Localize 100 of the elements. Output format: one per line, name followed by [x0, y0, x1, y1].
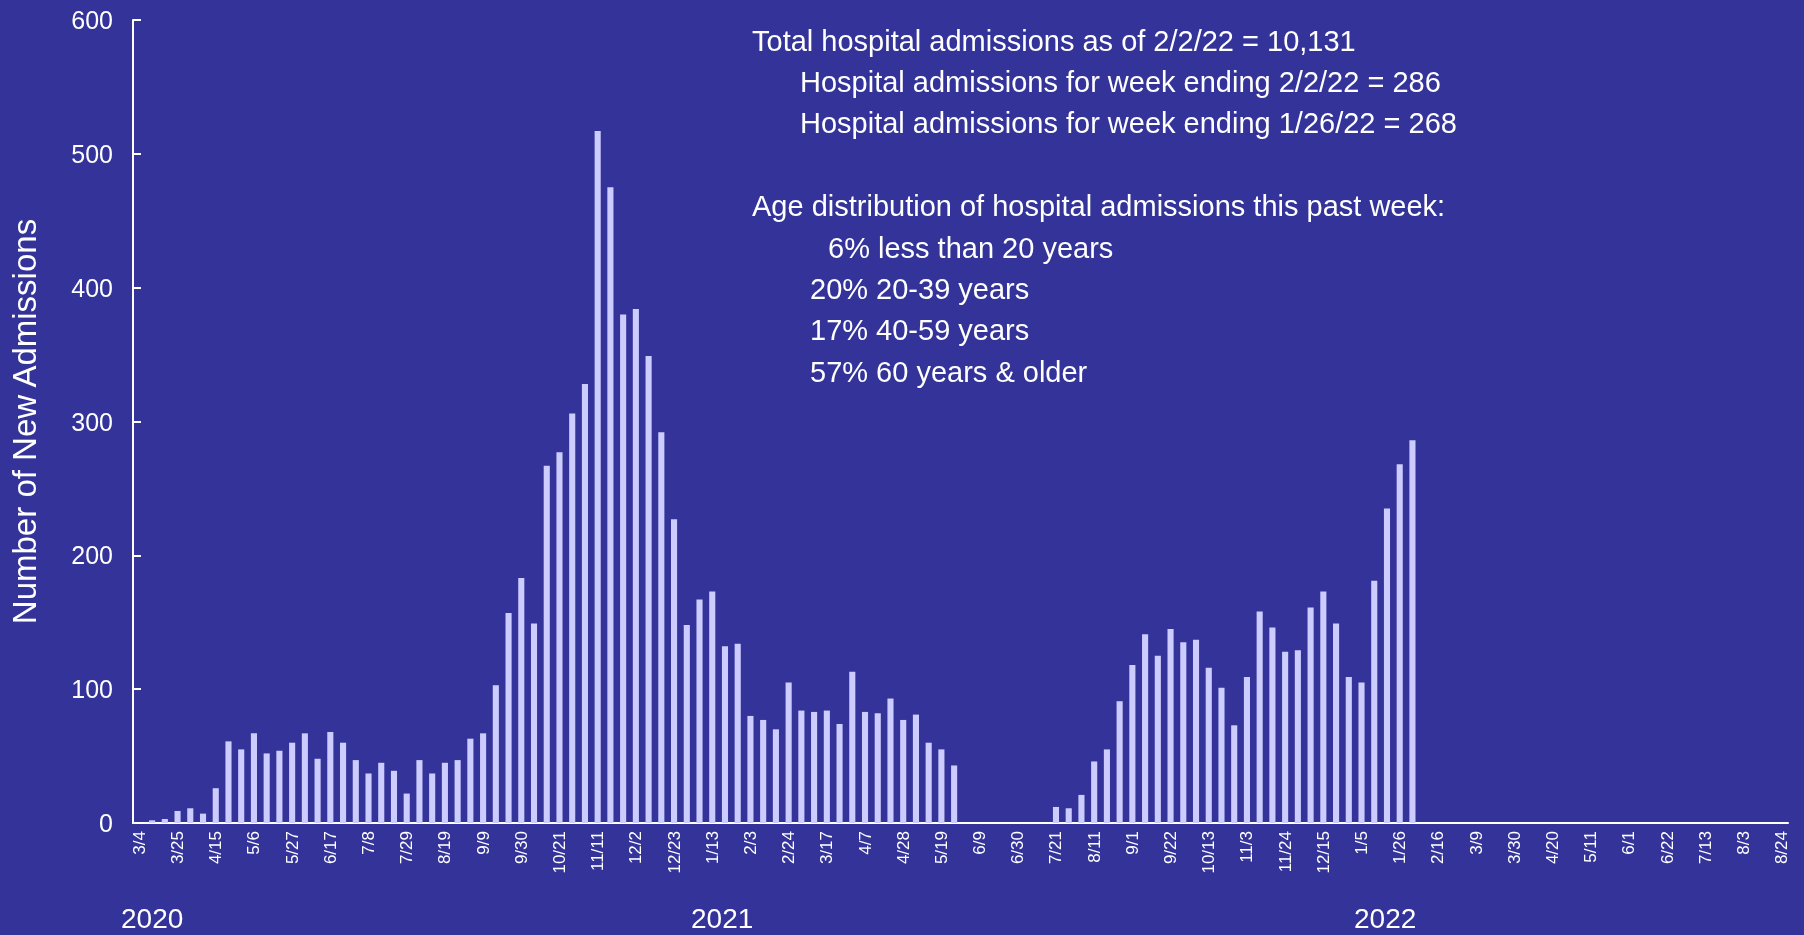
- bar: [1320, 591, 1327, 823]
- bar: [849, 671, 856, 823]
- bar: [1396, 464, 1403, 823]
- bar: [938, 749, 945, 823]
- x-tick-label: 12/23: [664, 831, 684, 874]
- bar: [543, 465, 550, 823]
- bar: [1358, 682, 1365, 823]
- bar: [1091, 761, 1098, 823]
- bar: [467, 738, 474, 823]
- bar: [887, 698, 894, 823]
- bar: [811, 711, 818, 823]
- bar: [174, 810, 181, 823]
- x-tick-label: 10/21: [549, 831, 569, 874]
- bar: [429, 773, 436, 823]
- bar: [607, 187, 614, 823]
- bar: [212, 788, 219, 823]
- y-tick-label: 500: [71, 139, 113, 168]
- bar: [1282, 651, 1289, 823]
- x-tick-label: 9/1: [1122, 831, 1142, 855]
- bar: [1371, 580, 1378, 823]
- y-tick-label: 600: [71, 6, 113, 34]
- annotation: Hospital admissions for week ending 2/2/22 = 286: [800, 65, 1441, 98]
- bar: [556, 452, 563, 823]
- x-tick-label: 2/16: [1428, 831, 1448, 865]
- annotation: 20% 20-39 years: [810, 272, 1030, 305]
- bar: [823, 710, 830, 823]
- x-tick-label: 3/30: [1504, 831, 1524, 865]
- x-tick-label: 8/11: [1084, 831, 1104, 863]
- bar: [671, 519, 678, 823]
- bar: [1205, 667, 1212, 823]
- bar: [798, 710, 805, 823]
- bar: [1103, 749, 1110, 823]
- text: 2021: [691, 902, 754, 934]
- bar: [721, 646, 729, 823]
- x-tick-label: 5/11: [1581, 831, 1601, 863]
- bar: [1167, 628, 1174, 823]
- y-axis-title: Number of New Admissions: [6, 218, 43, 625]
- bar: [1116, 701, 1123, 823]
- bar: [1231, 725, 1238, 823]
- bar: [861, 711, 869, 823]
- bar: [187, 808, 194, 823]
- x-tick-label: 3/9: [1466, 831, 1486, 855]
- bar: [263, 753, 270, 823]
- x-tick-label: 3/17: [817, 831, 837, 865]
- bar: [238, 749, 245, 823]
- x-tick-label: 8/19: [435, 831, 455, 865]
- x-tick-label: 11/3: [1237, 831, 1257, 863]
- bar: [696, 599, 703, 823]
- bar: [378, 762, 385, 823]
- x-tick-label: 4/28: [893, 831, 913, 865]
- x-tick-label: 7/21: [1046, 831, 1066, 865]
- x-tick-label: 3/25: [168, 831, 188, 865]
- x-tick-label: 11/11: [588, 831, 608, 872]
- x-tick-label: 10/13: [1199, 831, 1219, 874]
- bar: [683, 624, 690, 823]
- bar: [276, 750, 283, 823]
- x-tick-label: 11/24: [1275, 831, 1295, 873]
- x-tick-label: 9/30: [511, 831, 531, 865]
- x-tick-label: 5/27: [282, 831, 302, 865]
- bar: [1243, 677, 1250, 823]
- y-tick-label: 0: [99, 809, 113, 837]
- bar: [1333, 623, 1340, 823]
- x-tick-label: 5/19: [931, 831, 951, 865]
- x-tick-label: 9/9: [473, 831, 493, 855]
- x-tick-label: 12/15: [1313, 831, 1333, 874]
- bar: [734, 643, 741, 823]
- annotation: Total hospital admissions as of 2/2/22 = 10,131: [752, 24, 1356, 57]
- bar: [785, 682, 792, 823]
- text: 2022: [1354, 902, 1417, 934]
- bar: [1269, 627, 1276, 823]
- bar: [390, 770, 398, 823]
- bar: [225, 741, 232, 823]
- x-tick-label: 4/15: [206, 831, 226, 865]
- x-tick-label: 1/13: [702, 831, 722, 865]
- x-tick-label: 8/3: [1733, 831, 1753, 855]
- bar: [1142, 634, 1149, 823]
- annotation: 57% 60 years & older: [810, 355, 1088, 388]
- x-tick-label: 4/7: [855, 831, 875, 855]
- bar: [951, 765, 958, 823]
- y-tick-label: 300: [71, 407, 113, 436]
- x-tick-label: 12/2: [626, 831, 646, 865]
- bar: [1180, 642, 1187, 823]
- bar: [900, 719, 907, 823]
- bar: [581, 384, 588, 823]
- bar: [1154, 655, 1161, 823]
- x-tick-label: 9/22: [1161, 831, 1181, 865]
- bar: [1256, 611, 1263, 823]
- bar: [199, 813, 207, 823]
- bar: [530, 623, 538, 823]
- bar: [760, 719, 767, 823]
- bar: [403, 793, 410, 823]
- bar: [747, 715, 754, 823]
- bar: [772, 729, 779, 823]
- bar: [1052, 806, 1060, 823]
- bar: [569, 413, 576, 823]
- bar: [1409, 440, 1416, 823]
- bar: [1294, 650, 1301, 823]
- bar: [505, 612, 512, 823]
- bar: [352, 760, 359, 823]
- bar: [441, 762, 448, 823]
